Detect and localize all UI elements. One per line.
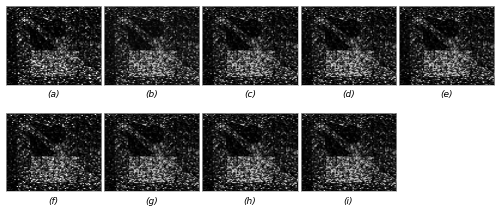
Text: (h): (h) xyxy=(244,197,256,206)
Text: (c): (c) xyxy=(244,90,256,99)
Text: (b): (b) xyxy=(146,90,158,99)
Text: (d): (d) xyxy=(342,90,354,99)
Text: (e): (e) xyxy=(440,90,452,99)
Text: (g): (g) xyxy=(146,197,158,206)
Text: (i): (i) xyxy=(344,197,353,206)
Text: (f): (f) xyxy=(48,197,58,206)
Text: (a): (a) xyxy=(48,90,60,99)
